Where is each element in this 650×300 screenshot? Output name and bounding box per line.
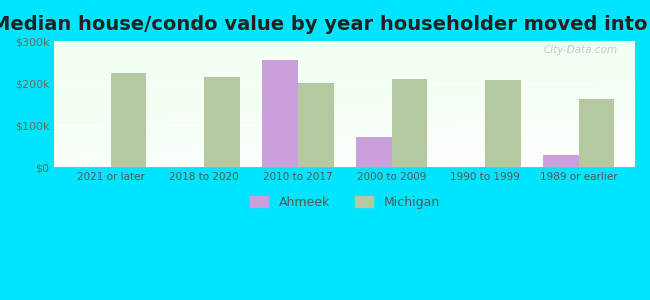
Bar — [263, 60, 298, 167]
Bar — [543, 154, 578, 167]
Bar — [356, 137, 391, 167]
Text: City-Data.com: City-Data.com — [543, 45, 618, 55]
Bar — [391, 79, 427, 167]
Legend: Ahmeek, Michigan: Ahmeek, Michigan — [245, 191, 445, 214]
Bar — [204, 77, 240, 167]
Bar — [298, 83, 333, 167]
Bar — [485, 80, 521, 167]
Title: Median house/condo value by year householder moved into unit: Median house/condo value by year househo… — [0, 15, 650, 34]
Bar — [578, 99, 614, 167]
Bar — [111, 73, 146, 167]
